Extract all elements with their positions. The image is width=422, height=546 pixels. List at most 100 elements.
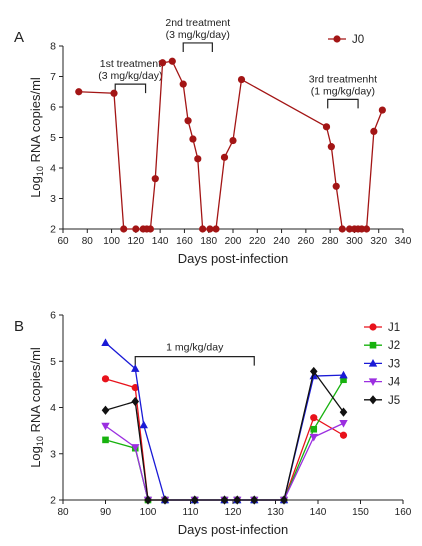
data-point <box>189 135 197 143</box>
x-tick-label: 200 <box>225 236 242 247</box>
x-tick-label: 130 <box>267 507 284 518</box>
legend-marker <box>369 341 377 349</box>
data-point <box>250 495 259 505</box>
treatment-bracket <box>134 356 255 366</box>
data-point <box>161 495 169 505</box>
data-point <box>199 225 207 233</box>
x-tick-label: 100 <box>140 507 157 518</box>
treatment-bracket <box>182 42 213 52</box>
data-point <box>110 89 118 97</box>
y-tick-label: 4 <box>50 163 56 175</box>
data-point <box>310 414 318 422</box>
panel-b: B 80 90 100 110 120 130 140 150 160 2 3 4 5 6 Days post… <box>14 310 412 537</box>
legend-marker <box>369 323 377 331</box>
data-point <box>75 88 83 96</box>
x-axis-label: Days post-infection <box>178 251 289 266</box>
x-tick-label: 260 <box>298 236 315 247</box>
data-point <box>378 106 386 114</box>
treatment-label: 2nd treatment <box>165 17 230 29</box>
x-tick-label: 160 <box>176 236 193 247</box>
x-tick-label: 140 <box>310 507 327 518</box>
data-point <box>310 425 318 433</box>
data-point <box>339 431 348 439</box>
legend-label: J2 <box>388 340 400 352</box>
data-point <box>220 495 229 505</box>
x-tick-label: 340 <box>395 236 412 247</box>
legend-item: J4 <box>364 377 401 389</box>
data-point <box>101 375 110 383</box>
y-tick-label: 4 <box>50 402 56 414</box>
x-tick-label: 280 <box>322 236 339 247</box>
data-point <box>339 420 348 428</box>
x-tick-label: 80 <box>57 507 69 518</box>
data-point <box>340 376 347 384</box>
data-point <box>132 225 140 233</box>
x-tick-label: 60 <box>57 236 69 247</box>
x-tick-label: 150 <box>352 507 369 518</box>
legend-item: J0 <box>328 34 364 46</box>
series-j4 <box>101 420 348 505</box>
data-point <box>322 123 331 131</box>
data-point <box>327 143 335 151</box>
data-point <box>212 225 220 233</box>
data-point <box>190 495 199 505</box>
data-point <box>332 182 340 190</box>
x-tick-label: 110 <box>183 507 199 518</box>
legend-marker <box>369 395 377 405</box>
legend-label: J3 <box>388 358 400 370</box>
y-axis-label-rest: RNA copies/ml <box>28 77 43 166</box>
treatment-label: 1st treatment <box>100 58 161 70</box>
data-point <box>338 225 346 233</box>
y-axis-label-subscript: 10 <box>35 436 45 446</box>
x-tick-label: 220 <box>249 236 266 247</box>
y-axis-label: Log10 RNA copies/ml <box>28 347 45 468</box>
legend-label: J4 <box>388 377 401 389</box>
data-point <box>237 75 246 84</box>
y-tick-label: 3 <box>50 448 56 460</box>
data-point <box>101 422 110 431</box>
x-tick-label: 100 <box>103 236 120 247</box>
data-point <box>120 225 128 233</box>
y-axis-label: Log10 RNA copies/ml <box>28 77 45 198</box>
data-point <box>194 155 202 163</box>
legend-item: J5 <box>364 395 400 407</box>
y-tick-label: 5 <box>50 132 56 144</box>
data-point <box>309 366 318 377</box>
treatment-annotation: 3rd treatmenht(1 mg/kg/day) <box>309 73 377 109</box>
x-tick-label: 120 <box>128 236 145 247</box>
x-tick-label: 240 <box>273 236 290 247</box>
panel-label: B <box>14 318 24 335</box>
x-tick-label: 320 <box>370 236 387 247</box>
treatment-annotation: 1 mg/kg/day <box>134 342 255 366</box>
data-point <box>179 80 187 88</box>
treatment-dose-label: (1 mg/kg/day) <box>311 85 375 97</box>
treatment-label: 3rd treatmenht <box>309 73 377 85</box>
x-tick-label: 80 <box>82 236 94 247</box>
data-point <box>229 136 237 145</box>
treatment-dose-label: (3 mg/kg/day) <box>166 29 230 41</box>
y-axis-label-base: Log <box>28 176 43 198</box>
x-tick-label: 300 <box>346 236 363 247</box>
data-point <box>151 175 159 183</box>
data-point <box>362 225 371 233</box>
x-tick-label: 160 <box>395 507 412 518</box>
data-point <box>206 225 214 233</box>
x-axis-label: Days post-infection <box>178 522 289 537</box>
treatment-annotation: 2nd treatment(3 mg/kg/day) <box>165 17 230 52</box>
data-point <box>220 153 229 161</box>
legend-marker <box>333 35 341 43</box>
data-point <box>146 225 155 233</box>
data-point <box>139 420 148 429</box>
data-point <box>131 364 140 372</box>
x-tick-label: 120 <box>225 507 242 518</box>
data-point <box>102 436 109 444</box>
x-tick-label: 90 <box>100 507 112 518</box>
series-line <box>105 342 344 501</box>
y-tick-label: 6 <box>50 310 56 322</box>
panel-a: A60 80 100 120 140 160 180 200 220 240 260 280 300 32… <box>14 17 412 266</box>
treatment-annotation: 1st treatment(3 mg/kg/day) <box>98 58 162 94</box>
x-tick-label: 180 <box>200 236 217 247</box>
x-tick-label: 140 <box>152 236 169 247</box>
legend-item: J3 <box>364 358 400 370</box>
